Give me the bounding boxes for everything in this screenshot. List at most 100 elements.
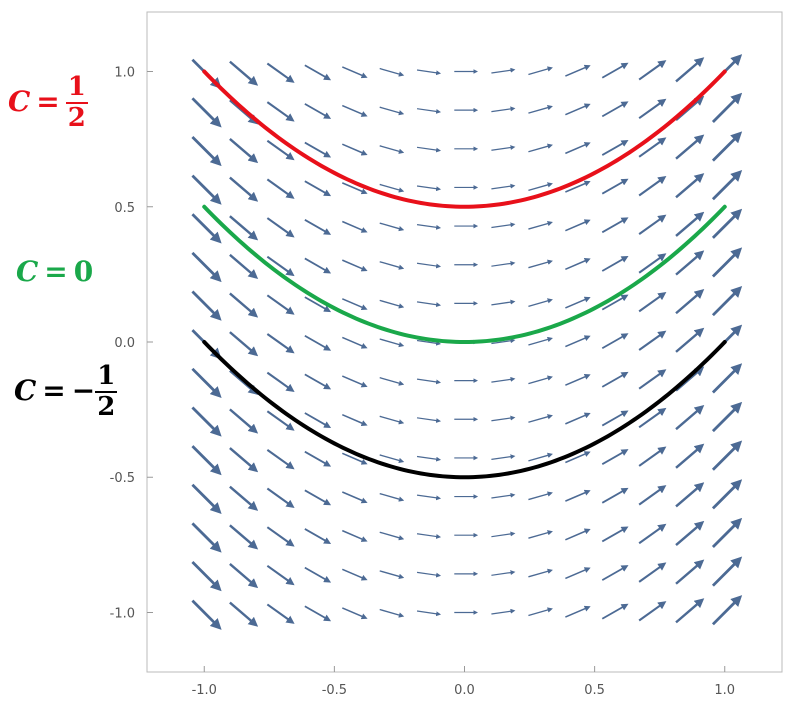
field-arrow — [191, 97, 222, 128]
field-arrow — [528, 143, 553, 153]
field-arrow — [266, 101, 295, 122]
field-arrow — [528, 182, 553, 192]
field-arrow — [601, 255, 629, 272]
field-arrow — [528, 414, 553, 423]
field-arrow — [675, 404, 705, 431]
field-arrow — [601, 410, 629, 427]
field-arrow — [379, 145, 405, 154]
field-arrow — [601, 449, 629, 465]
field-arrow — [304, 257, 332, 274]
field-arrow — [565, 103, 591, 116]
field-arrow — [191, 522, 222, 553]
field-arrow — [638, 601, 667, 622]
field-arrow — [416, 301, 442, 308]
field-arrow — [491, 454, 516, 461]
annotation-symbol: C — [16, 255, 39, 288]
annotation-equals: = — [44, 255, 68, 288]
field-arrow — [266, 217, 295, 238]
field-arrow — [638, 214, 667, 235]
field-arrow — [675, 289, 705, 315]
field-arrow — [675, 520, 705, 547]
field-arrow — [528, 568, 553, 578]
field-arrow — [266, 294, 295, 315]
field-arrow — [341, 452, 368, 465]
field-arrow — [379, 415, 405, 425]
field-arrow — [341, 529, 368, 542]
field-arrow — [379, 183, 405, 193]
field-arrow — [379, 338, 405, 348]
field-arrow — [416, 455, 442, 462]
field-arrow — [341, 220, 368, 233]
field-arrow — [341, 336, 368, 349]
y-tick-label: 1.0 — [114, 66, 135, 81]
field-arrow — [416, 378, 442, 385]
field-arrow — [675, 134, 705, 160]
field-arrow — [565, 489, 591, 502]
field-arrow — [601, 217, 629, 234]
field-arrow — [229, 524, 259, 550]
x-tick-label: -1.0 — [192, 683, 217, 698]
field-arrow — [379, 608, 405, 618]
field-arrow — [601, 565, 629, 581]
field-arrow — [379, 570, 405, 579]
field-arrow — [565, 142, 591, 155]
field-arrow — [565, 412, 591, 425]
field-arrow — [491, 376, 516, 383]
field-arrow — [416, 417, 442, 423]
field-arrow — [266, 564, 295, 586]
field-arrow — [491, 145, 516, 151]
field-arrow — [191, 406, 222, 437]
field-arrow — [416, 339, 442, 346]
field-arrow — [304, 180, 332, 197]
field-arrow — [341, 259, 368, 272]
field-arrow — [491, 222, 516, 229]
field-arrow — [528, 452, 553, 462]
field-arrow — [711, 285, 743, 317]
x-tick-label: -0.5 — [322, 683, 347, 698]
field-arrow — [191, 445, 222, 476]
field-arrow — [379, 454, 405, 464]
field-arrow — [191, 483, 222, 514]
solution-curves — [202, 69, 727, 480]
field-arrow — [379, 106, 405, 116]
field-arrow — [229, 601, 259, 627]
field-arrow — [491, 183, 516, 190]
field-arrow — [638, 446, 667, 467]
field-arrow — [528, 259, 553, 269]
field-arrow — [528, 220, 553, 230]
field-arrow — [565, 296, 591, 309]
field-arrow — [711, 247, 743, 278]
field-arrow — [304, 489, 332, 506]
field-arrow — [266, 526, 295, 547]
field-arrow — [379, 377, 405, 386]
y-tick-label: -1.0 — [110, 606, 135, 621]
field-arrow — [379, 222, 405, 232]
field-arrow — [711, 479, 743, 510]
field-arrow — [229, 331, 259, 357]
field-arrow — [416, 223, 442, 230]
field-arrow — [565, 219, 591, 232]
field-arrow — [229, 60, 259, 86]
field-arrow — [341, 607, 368, 620]
annotation-c-zero: C = 0 — [16, 255, 93, 288]
field-arrow — [675, 57, 705, 83]
y-axis-tick-labels: 1.0 0.5 0.0 -0.5 -1.0 — [110, 66, 135, 622]
field-arrow — [528, 66, 553, 76]
field-arrow — [341, 104, 368, 117]
field-arrow — [341, 568, 368, 581]
field-arrow — [491, 261, 516, 267]
field-arrow — [266, 371, 295, 393]
field-arrow — [416, 185, 442, 192]
x-tick-label: 0.5 — [584, 683, 605, 698]
field-arrow — [379, 531, 405, 541]
y-tick-label: 0.0 — [114, 336, 135, 351]
field-arrow — [565, 373, 591, 386]
fraction-numerator: 1 — [65, 73, 88, 105]
field-arrow — [229, 253, 259, 280]
field-arrow — [711, 92, 743, 123]
field-arrow — [638, 485, 667, 506]
x-axis-ticks — [203, 666, 726, 672]
field-arrow — [266, 333, 295, 354]
field-arrow — [229, 292, 259, 318]
